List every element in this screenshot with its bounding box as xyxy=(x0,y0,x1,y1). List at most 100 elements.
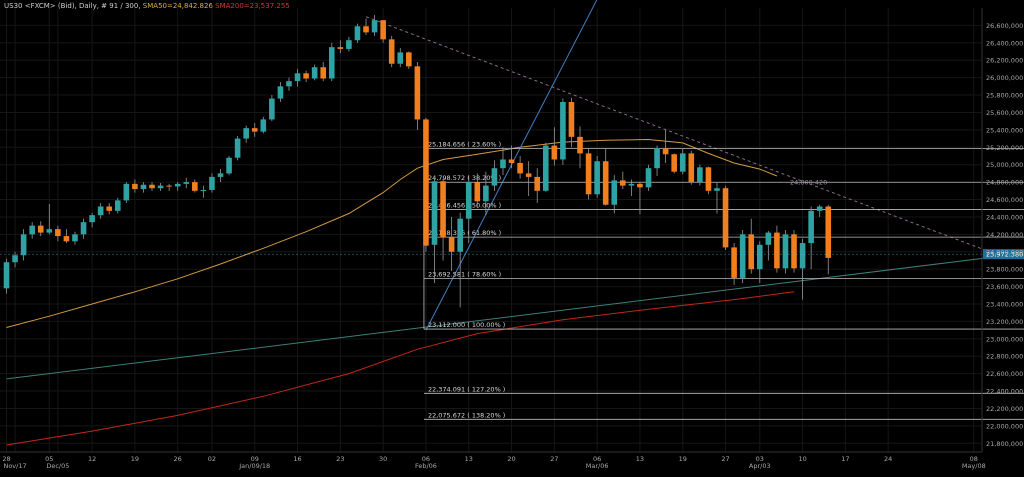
price-tick-label: 21,800,000 xyxy=(986,440,1023,448)
bull-candle xyxy=(20,234,27,256)
bull-candle xyxy=(654,148,660,169)
bull-candle xyxy=(354,26,361,41)
bull-candle xyxy=(72,234,78,242)
current-price-tag xyxy=(983,249,1024,260)
time-tick-label: 13 xyxy=(465,455,473,463)
time-tick-label: 20 xyxy=(507,455,515,463)
time-tick-label: 30 xyxy=(379,455,387,463)
time-tick-label: 09 xyxy=(251,455,259,463)
time-tick-label: Feb/06 xyxy=(415,462,437,470)
time-tick-label: 19 xyxy=(679,455,687,463)
bull-candle xyxy=(808,210,814,244)
bear-candle xyxy=(192,182,198,191)
time-tick-label: 13 xyxy=(636,455,644,463)
fib-level-label: 24,168.326 ( 61.80% ) xyxy=(428,229,501,237)
bull-candle xyxy=(765,232,772,245)
bear-candle xyxy=(363,26,369,33)
bear-candle xyxy=(37,225,44,233)
bull-candle xyxy=(226,157,232,174)
bull-candle xyxy=(756,244,763,270)
bear-candle xyxy=(406,52,412,67)
bull-candle xyxy=(243,128,249,139)
bear-candle xyxy=(534,176,541,191)
sma50-line xyxy=(6,138,778,328)
bear-candle xyxy=(132,183,138,190)
bull-candle xyxy=(123,183,130,201)
bull-candle xyxy=(114,200,121,211)
fib-level-label: 25,184.656 ( 23.60% ) xyxy=(428,141,501,149)
bear-candle xyxy=(474,182,481,202)
time-tick-label: 06 xyxy=(593,455,601,463)
bear-candle xyxy=(55,229,61,237)
bull-candle xyxy=(491,168,498,186)
time-tick-label: 05 xyxy=(45,455,53,463)
bull-candle xyxy=(645,168,652,188)
bull-candle xyxy=(628,183,635,186)
price-tick-label: 24,200,000 xyxy=(986,231,1023,239)
bear-candle xyxy=(551,145,558,160)
price-tick-label: 23,200,000 xyxy=(986,318,1023,326)
bear-candle xyxy=(748,234,755,270)
bear-candle xyxy=(106,206,113,211)
price-tick-label: 25,800,000 xyxy=(986,92,1023,100)
bear-candle xyxy=(688,153,695,183)
bull-candle xyxy=(157,185,164,189)
sma50-path xyxy=(6,138,778,328)
bull-candle xyxy=(269,98,275,120)
bear-candle xyxy=(448,236,455,252)
bull-candle xyxy=(371,20,378,33)
bear-candle xyxy=(585,153,592,195)
time-tick-label: Jan/09/18 xyxy=(238,462,270,470)
bear-candle xyxy=(423,119,429,246)
bull-candle xyxy=(311,67,318,79)
time-tick-label: 10 xyxy=(798,455,806,463)
bull-candle xyxy=(483,185,489,202)
bull-candle xyxy=(611,180,618,205)
current-price-label: 23,972.380 xyxy=(986,251,1023,259)
bear-candle xyxy=(620,180,626,186)
bull-candle xyxy=(457,218,463,252)
bull-candle xyxy=(816,206,823,211)
bull-candle xyxy=(500,159,506,169)
bull-candle xyxy=(714,188,720,191)
bear-candle xyxy=(303,73,309,79)
bear-candle xyxy=(825,206,832,258)
time-tick-label: 23 xyxy=(336,455,344,463)
bear-candle xyxy=(791,234,797,269)
price-axis[interactable]: 26,600,000 26,400,000 26,200,000 26,000,000… xyxy=(981,8,1023,452)
time-tick-label: 02 xyxy=(208,455,216,463)
candles xyxy=(3,14,832,308)
bear-candle xyxy=(671,154,677,172)
bear-candle xyxy=(722,188,729,248)
price-tick-label: 23,800,000 xyxy=(986,266,1023,274)
bear-candle xyxy=(568,102,575,137)
bear-candle xyxy=(388,39,395,64)
bull-candle xyxy=(679,153,686,172)
bull-candle xyxy=(739,234,746,278)
price-tick-label: 22,200,000 xyxy=(986,405,1023,413)
bear-candle xyxy=(662,148,669,155)
time-tick-label: 17 xyxy=(841,455,849,463)
bull-candle xyxy=(97,206,104,216)
time-tick-label: Dec/05 xyxy=(46,462,69,470)
bull-candle xyxy=(174,183,181,187)
price-tick-label: 24,600,000 xyxy=(986,196,1023,204)
bull-candle xyxy=(140,184,147,190)
line-price-annotation: 24,800.420 xyxy=(790,179,827,187)
bear-candle xyxy=(774,232,780,269)
annotations: 24,800.420 23,972.380 xyxy=(0,179,1024,260)
bull-candle xyxy=(465,182,472,219)
price-tick-label: 25,600,000 xyxy=(986,109,1023,117)
trendlines xyxy=(6,0,1009,380)
bear-candle xyxy=(149,184,155,189)
bull-candle xyxy=(277,86,284,99)
bull-candle xyxy=(594,161,600,195)
bear-candle xyxy=(251,128,258,132)
bear-candle xyxy=(320,67,327,79)
fibonacci-retracement[interactable]: 25,184.656 ( 23.60% ) 24,798.572 ( 38.20%… xyxy=(423,141,1024,420)
bull-candle xyxy=(697,167,703,183)
fib-level-label: 22,075.672 ( 138.20% ) xyxy=(428,411,505,419)
bull-candle xyxy=(3,262,10,289)
